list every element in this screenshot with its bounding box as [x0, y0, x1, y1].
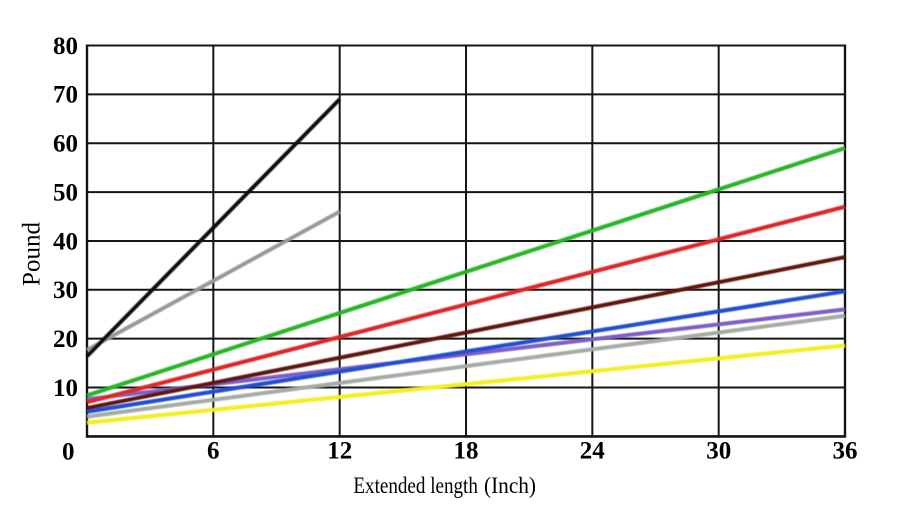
svg-text:0: 0	[62, 439, 75, 466]
svg-text:Pound: Pound	[19, 222, 46, 286]
svg-text:30: 30	[53, 277, 78, 304]
svg-text:60: 60	[53, 131, 78, 158]
svg-text:24: 24	[580, 438, 606, 465]
svg-text:30: 30	[706, 438, 731, 465]
svg-text:50: 50	[53, 179, 78, 206]
svg-text:12: 12	[327, 438, 352, 465]
svg-text:(Inch): (Inch)	[484, 473, 536, 499]
svg-text:10: 10	[53, 375, 78, 402]
svg-text:Extended length: Extended length	[353, 473, 478, 499]
svg-text:18: 18	[454, 438, 479, 465]
svg-text:20: 20	[53, 326, 78, 353]
svg-text:6: 6	[207, 438, 220, 465]
svg-text:36: 36	[833, 438, 858, 465]
svg-text:40: 40	[53, 228, 78, 255]
svg-text:80: 80	[53, 33, 78, 60]
svg-text:70: 70	[53, 82, 78, 109]
